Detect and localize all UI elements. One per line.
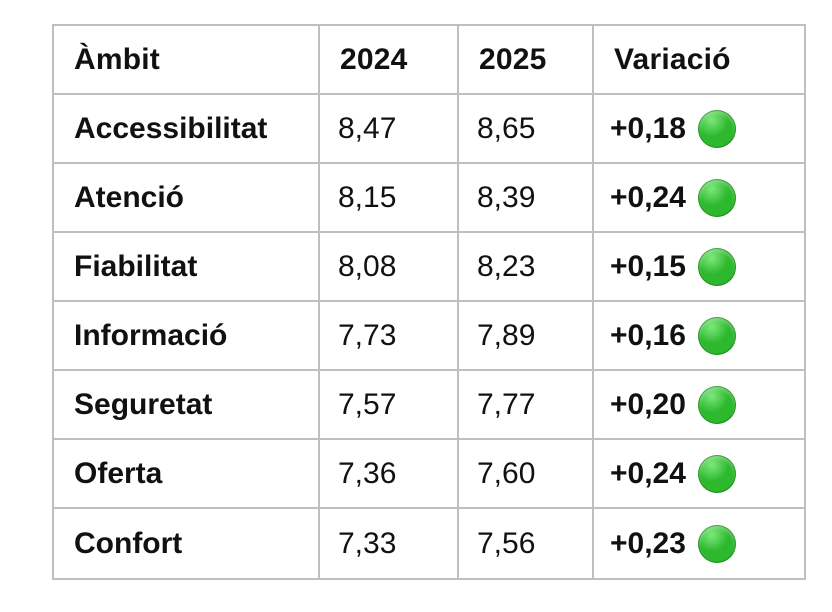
value-2024-cell: 7,36	[320, 440, 459, 509]
value-2024-cell: 7,57	[320, 371, 459, 440]
variacio-cell: +0,18	[594, 95, 804, 164]
variacio-cell: +0,15	[594, 233, 804, 302]
variacio-cell: +0,16	[594, 302, 804, 371]
satisfaction-score-table: Àmbit 2024 2025 Variació Accessibilitat …	[52, 24, 806, 580]
green-circle-icon	[697, 454, 736, 493]
green-circle-icon	[697, 524, 736, 563]
variacio-cell: +0,23	[594, 509, 804, 578]
variacio-value: +0,23	[610, 526, 686, 560]
col-header-ambit: Àmbit	[54, 26, 320, 95]
ambit-cell: Atenció	[54, 164, 320, 233]
value-2025-cell: 7,60	[459, 440, 594, 509]
ambit-cell: Seguretat	[54, 371, 320, 440]
variacio-value: +0,24	[610, 456, 686, 490]
ambit-cell: Oferta	[54, 440, 320, 509]
variacio-cell: +0,20	[594, 371, 804, 440]
value-2025-cell: 8,23	[459, 233, 594, 302]
variacio-value: +0,24	[610, 180, 686, 214]
green-circle-icon	[697, 385, 736, 424]
variacio-value: +0,15	[610, 249, 686, 283]
ambit-cell: Confort	[54, 509, 320, 578]
variacio-value: +0,18	[610, 111, 686, 145]
variacio-value: +0,20	[610, 387, 686, 421]
value-2025-cell: 8,39	[459, 164, 594, 233]
ambit-cell: Informació	[54, 302, 320, 371]
value-2024-cell: 8,15	[320, 164, 459, 233]
col-header-variacio: Variació	[594, 26, 804, 95]
green-circle-icon	[697, 247, 736, 286]
green-circle-icon	[697, 109, 736, 148]
col-header-2024: 2024	[320, 26, 459, 95]
value-2024-cell: 8,47	[320, 95, 459, 164]
ambit-cell: Fiabilitat	[54, 233, 320, 302]
value-2024-cell: 7,73	[320, 302, 459, 371]
value-2025-cell: 8,65	[459, 95, 594, 164]
value-2025-cell: 7,56	[459, 509, 594, 578]
green-circle-icon	[697, 178, 736, 217]
ambit-cell: Accessibilitat	[54, 95, 320, 164]
col-header-2025: 2025	[459, 26, 594, 95]
value-2025-cell: 7,89	[459, 302, 594, 371]
green-circle-icon	[697, 316, 736, 355]
value-2024-cell: 8,08	[320, 233, 459, 302]
value-2024-cell: 7,33	[320, 509, 459, 578]
variacio-cell: +0,24	[594, 164, 804, 233]
value-2025-cell: 7,77	[459, 371, 594, 440]
variacio-value: +0,16	[610, 318, 686, 352]
variacio-cell: +0,24	[594, 440, 804, 509]
